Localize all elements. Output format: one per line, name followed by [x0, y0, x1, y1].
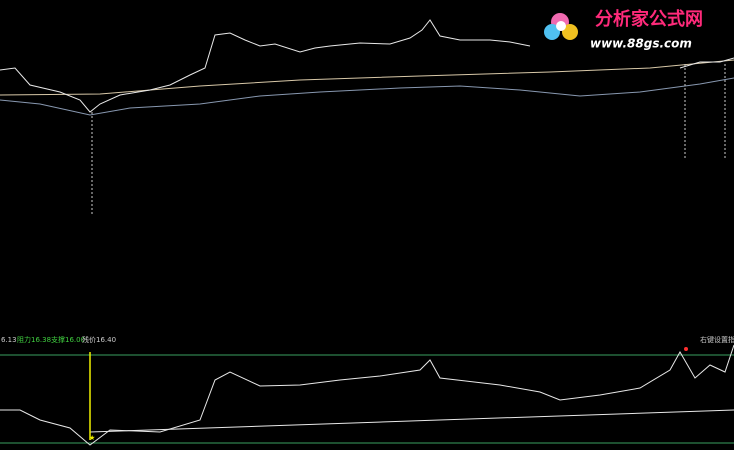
logo-url: www.88gs.com [590, 37, 692, 51]
value: 16.00 [65, 336, 85, 344]
logo-title: 分析家公式网 [595, 8, 703, 30]
logo: 分析家公式网 www.88gs.com [544, 8, 703, 51]
marker [684, 347, 688, 351]
date: 6.13 [1, 336, 17, 344]
value: 16.38 [31, 336, 51, 344]
indicator-line [0, 344, 734, 446]
average-line [0, 59, 734, 96]
price-line-right [679, 57, 734, 69]
star: ★ [89, 434, 95, 442]
label: 支撑 [51, 335, 65, 344]
value: 16.40 [96, 336, 116, 344]
index-line [0, 77, 734, 116]
label: 残价 [82, 335, 96, 344]
support-line [89, 409, 734, 433]
hint: 右键设置指标 [700, 335, 734, 344]
price-line [0, 19, 531, 113]
label: 阻力 [17, 335, 31, 344]
